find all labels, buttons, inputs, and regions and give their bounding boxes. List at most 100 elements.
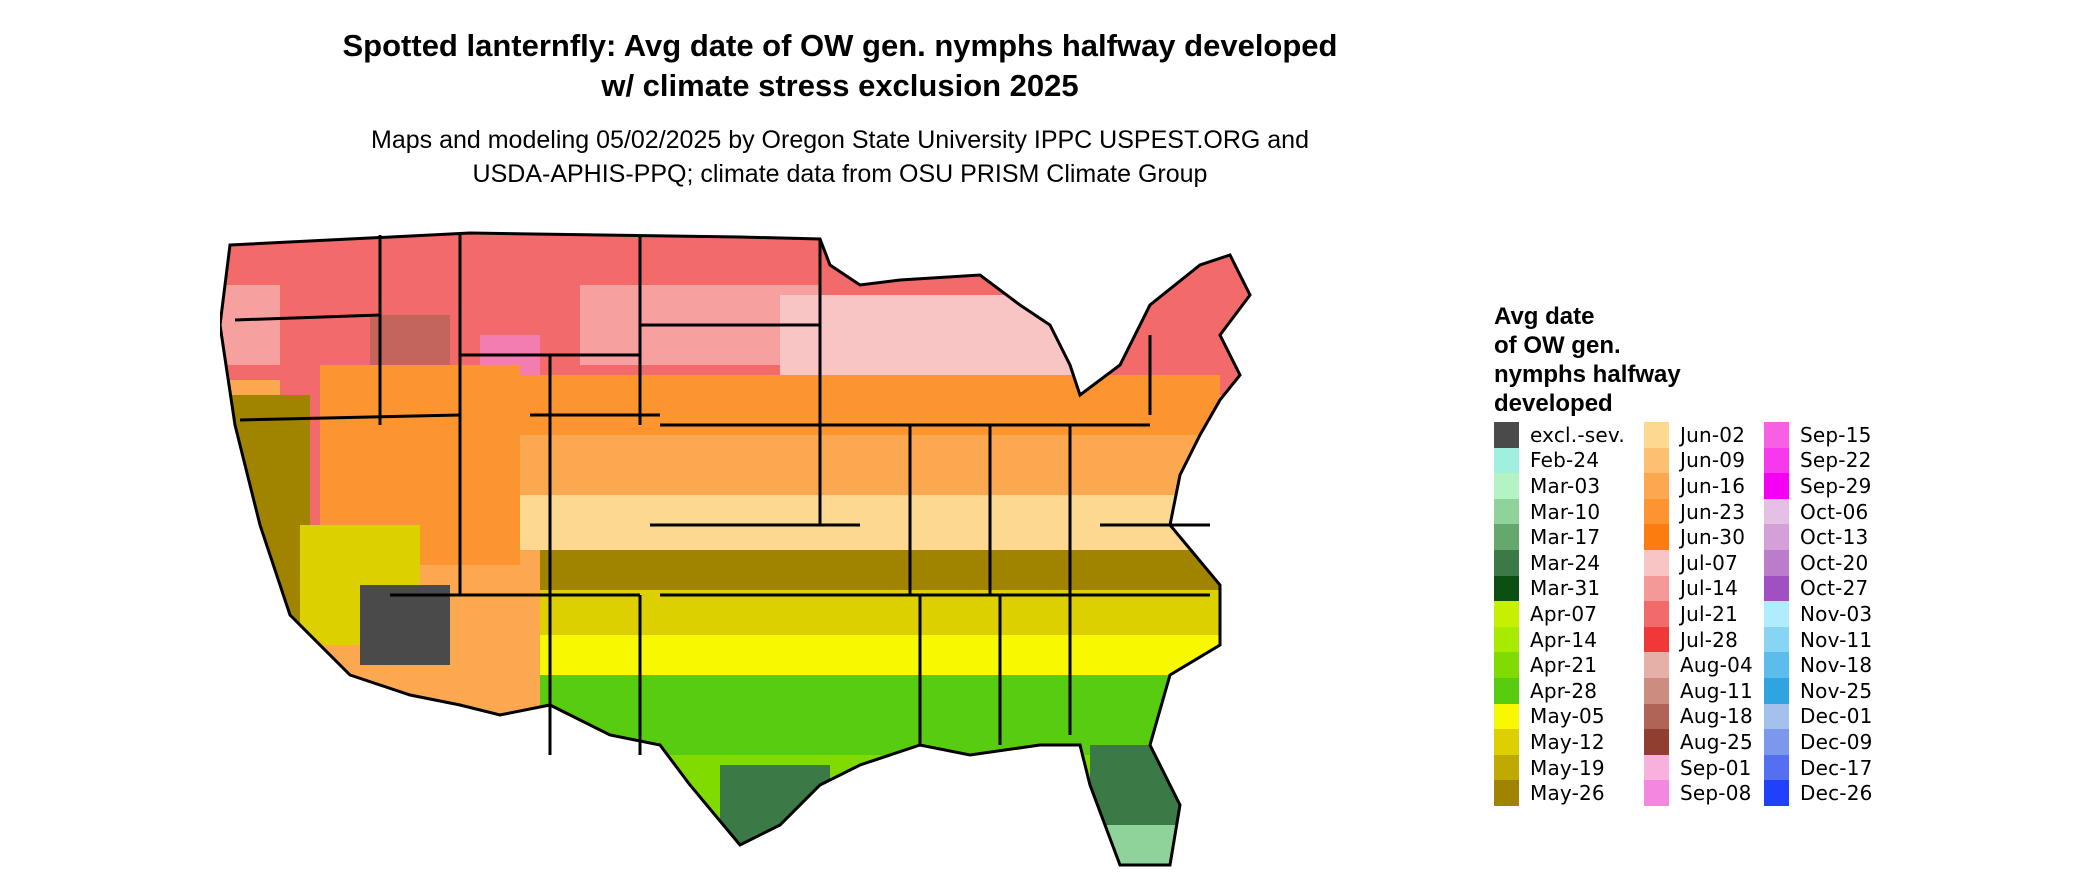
legend-swatch — [1764, 422, 1789, 448]
legend-label: Mar-17 — [1530, 525, 1601, 550]
legend-item: Apr-14 — [1494, 626, 1625, 653]
legend-swatch — [1644, 754, 1669, 781]
legend-item: Dec-17 — [1764, 754, 1873, 781]
legend-label: Nov-11 — [1800, 627, 1873, 652]
legend-swatch — [1494, 754, 1519, 781]
legend-swatch — [1644, 601, 1669, 627]
legend-swatch — [1644, 422, 1669, 448]
legend-item: Feb-24 — [1494, 447, 1625, 474]
legend-swatch — [1644, 729, 1669, 755]
legend-item: Jul-07 — [1644, 549, 1753, 576]
legend-column-3: Sep-15 Sep-22 Sep-29 Oct-06 Oct-13 Oct-20 Oct-… — [1764, 422, 1873, 806]
legend-item: Oct-06 — [1764, 498, 1873, 525]
map-title-line-1: Spotted lanternfly: Avg date of OW gen. … — [342, 28, 1338, 63]
legend-title-line: of OW gen. — [1494, 332, 1621, 359]
legend-item: Aug-04 — [1644, 652, 1753, 678]
legend-label: Oct-06 — [1800, 499, 1869, 524]
legend-label: Sep-08 — [1680, 781, 1752, 806]
legend-swatch — [1494, 729, 1519, 755]
legend-item: Nov-25 — [1764, 677, 1873, 704]
legend-item: Aug-25 — [1644, 729, 1753, 755]
legend-label: May-26 — [1530, 781, 1605, 806]
legend-swatch — [1764, 524, 1789, 550]
legend-swatch — [1494, 780, 1519, 806]
legend-swatch — [1494, 524, 1519, 550]
legend-swatch — [1764, 498, 1789, 525]
legend-label: Nov-25 — [1800, 678, 1873, 703]
legend-label: Feb-24 — [1530, 448, 1600, 473]
legend-swatch — [1764, 703, 1789, 730]
legend-label: May-12 — [1530, 729, 1605, 754]
legend-label: Oct-27 — [1800, 576, 1869, 601]
legend-item: Jun-30 — [1644, 524, 1753, 550]
legend-label: Dec-09 — [1800, 729, 1873, 754]
legend-item: May-19 — [1494, 754, 1625, 781]
legend-label: Sep-01 — [1680, 755, 1752, 780]
legend-label: Oct-13 — [1800, 525, 1869, 550]
map-fill — [220, 233, 1250, 865]
legend-swatch — [1644, 652, 1669, 678]
legend-swatch — [1494, 626, 1519, 653]
legend-label: May-19 — [1530, 755, 1605, 780]
legend-label: Jun-02 — [1680, 422, 1746, 447]
legend-item: Apr-21 — [1494, 652, 1625, 678]
legend-item: Apr-07 — [1494, 601, 1625, 627]
legend-item: excl.-sev. — [1494, 422, 1625, 448]
legend-item: Nov-18 — [1764, 652, 1873, 678]
legend-title: Avg date of OW gen. nymphs halfway devel… — [1494, 302, 1681, 418]
legend-label: Nov-03 — [1800, 601, 1873, 626]
legend-swatch — [1494, 498, 1519, 525]
us-map — [220, 231, 1252, 867]
legend-swatch — [1494, 447, 1519, 474]
legend-label: Aug-11 — [1680, 678, 1753, 703]
legend-item: Jul-14 — [1644, 575, 1753, 602]
legend-swatch — [1644, 703, 1669, 730]
legend-swatch — [1644, 677, 1669, 704]
legend-label: Jul-28 — [1680, 627, 1738, 652]
legend-swatch — [1644, 575, 1669, 602]
legend-swatch — [1494, 549, 1519, 576]
legend-label: Apr-14 — [1530, 627, 1598, 652]
legend-label: Nov-18 — [1800, 653, 1873, 678]
legend-item: Mar-10 — [1494, 498, 1625, 525]
legend-label: excl.-sev. — [1530, 422, 1625, 447]
legend-label: Apr-21 — [1530, 653, 1598, 678]
legend-title-line: Avg date — [1494, 303, 1595, 330]
legend-item: Sep-01 — [1644, 754, 1753, 781]
legend-item: May-26 — [1494, 780, 1625, 806]
map-subtitle-line-2: USDA-APHIS-PPQ; climate data from OSU PR… — [472, 160, 1208, 188]
legend-label: Mar-03 — [1530, 473, 1601, 498]
legend-label: Apr-28 — [1530, 678, 1598, 703]
legend-column-2: Jun-02 Jun-09 Jun-16 Jun-23 Jun-30 Jul-07 Jul-… — [1644, 422, 1753, 806]
legend-item: Jun-09 — [1644, 447, 1753, 474]
legend-swatch — [1494, 601, 1519, 627]
legend-label: Aug-25 — [1680, 729, 1753, 754]
legend-item: Jul-28 — [1644, 626, 1753, 653]
legend-item: Sep-15 — [1764, 422, 1873, 448]
legend-label: Dec-17 — [1800, 755, 1873, 780]
legend-item: Nov-03 — [1764, 601, 1873, 627]
legend-swatch — [1764, 601, 1789, 627]
legend-swatch — [1644, 524, 1669, 550]
legend-label: Oct-20 — [1800, 550, 1869, 575]
legend-label: Dec-26 — [1800, 781, 1873, 806]
legend-label: Apr-07 — [1530, 601, 1598, 626]
legend-item: Apr-28 — [1494, 677, 1625, 704]
legend-item: Oct-20 — [1764, 549, 1873, 576]
legend-swatch — [1494, 422, 1519, 448]
legend-label: May-05 — [1530, 704, 1605, 729]
legend-label: Mar-10 — [1530, 499, 1601, 524]
legend-label: Sep-29 — [1800, 473, 1872, 498]
legend-column-1: excl.-sev. Feb-24 Mar-03 Mar-10 Mar-17 Mar-24… — [1494, 422, 1625, 806]
legend-swatch — [1764, 575, 1789, 602]
legend-item: Jul-21 — [1644, 601, 1753, 627]
legend-item: Mar-24 — [1494, 549, 1625, 576]
legend-label: Aug-18 — [1680, 704, 1753, 729]
legend-item: Dec-26 — [1764, 780, 1873, 806]
legend-item: Oct-13 — [1764, 524, 1873, 550]
legend-item: Nov-11 — [1764, 626, 1873, 653]
legend-label: Aug-04 — [1680, 653, 1753, 678]
legend-item: Mar-31 — [1494, 575, 1625, 602]
legend-item: Oct-27 — [1764, 575, 1873, 602]
legend-item: Jun-16 — [1644, 473, 1753, 499]
